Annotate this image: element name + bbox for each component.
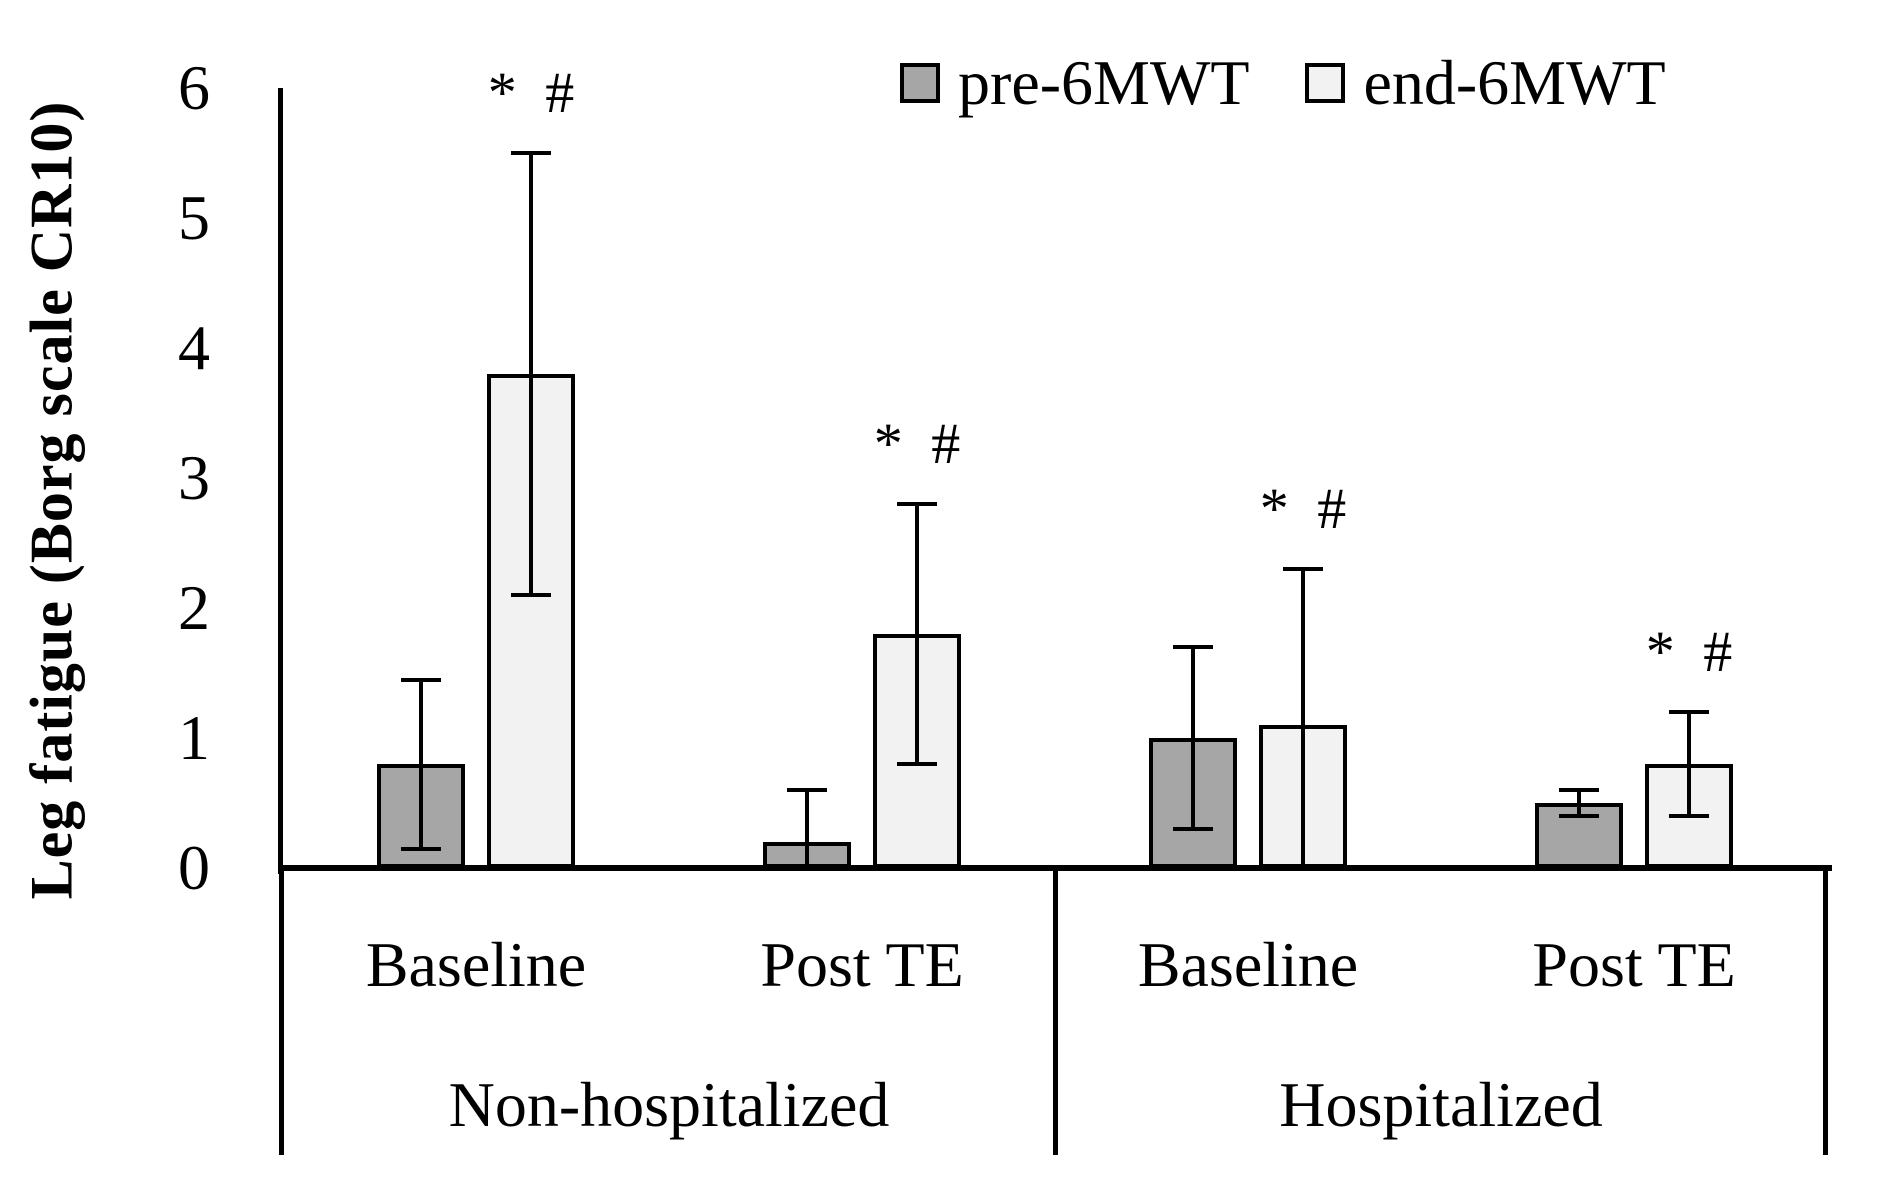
legend-swatch-end-6mwt — [1305, 63, 1346, 103]
x-group-label-0: Non-hospitalized — [448, 1069, 890, 1140]
x-category-label-2: Baseline — [1137, 929, 1359, 1000]
error-bar-line-end-6MWT-group1 — [915, 504, 919, 764]
y-axis-tick-label: 5 — [178, 182, 210, 253]
legend-swatch-pre-6mwt — [900, 63, 940, 103]
y-axis-line — [278, 88, 283, 874]
y-axis-tick-label: 6 — [178, 52, 210, 123]
error-bar-cap-top-pre-6MWT-group2 — [1173, 645, 1213, 649]
error-bar-cap-top-end-6MWT-group0 — [511, 151, 551, 155]
error-bar-cap-top-end-6MWT-group1 — [897, 502, 937, 506]
error-bar-cap-top-end-6MWT-group2 — [1283, 567, 1323, 571]
category-box-right-border — [1823, 868, 1828, 1155]
error-bar-cap-top-end-6MWT-group3 — [1669, 710, 1709, 714]
error-bar-cap-top-pre-6MWT-group1 — [787, 788, 827, 792]
legend-item-end-6mwt: end-6MWT — [1305, 47, 1666, 118]
error-bar-cap-bottom-pre-6MWT-group0 — [401, 846, 441, 851]
error-bar-line-end-6MWT-group0 — [529, 153, 533, 595]
error-bar-cap-bottom-end-6MWT-group3 — [1669, 814, 1709, 818]
error-bar-line-end-6MWT-group3 — [1687, 712, 1691, 816]
error-bar-line-pre-6MWT-group1 — [805, 790, 809, 868]
error-bar-cap-bottom-end-6MWT-group0 — [511, 593, 551, 597]
x-category-label-0: Baseline — [365, 929, 587, 1000]
category-box-group-divider — [1053, 868, 1058, 1155]
error-bar-cap-bottom-end-6MWT-group1 — [897, 762, 937, 766]
x-group-label-1: Hospitalized — [1279, 1069, 1603, 1140]
y-axis-tick-label: 2 — [178, 572, 210, 643]
category-box-left-border — [279, 868, 284, 1155]
error-bar-line-end-6MWT-group2 — [1301, 569, 1305, 868]
significance-annotation-group0: * # — [487, 60, 575, 125]
error-bar-cap-top-pre-6MWT-group3 — [1559, 788, 1599, 792]
y-axis-tick-label: 1 — [178, 702, 210, 773]
error-bar-line-pre-6MWT-group0 — [419, 679, 423, 849]
error-bar-cap-bottom-pre-6MWT-group3 — [1559, 814, 1599, 818]
error-bar-cap-top-pre-6MWT-group0 — [401, 677, 441, 682]
x-category-label-3: Post TE — [1532, 929, 1736, 1000]
error-bar-cap-bottom-pre-6MWT-group2 — [1173, 827, 1213, 831]
error-bar-line-pre-6MWT-group2 — [1191, 647, 1195, 829]
legend-label-end-6mwt: end-6MWT — [1363, 47, 1666, 118]
y-axis-tick-label: 3 — [178, 442, 210, 513]
error-bar-line-pre-6MWT-group3 — [1577, 790, 1581, 816]
significance-annotation-group1: * # — [873, 411, 961, 476]
chart-legend: pre-6MWT end-6MWT — [900, 48, 1666, 118]
significance-annotation-group3: * # — [1645, 619, 1733, 684]
legend-label-pre-6mwt: pre-6MWT — [958, 47, 1250, 118]
y-axis-tick-label: 4 — [178, 312, 210, 383]
y-axis-tick-label: 0 — [178, 832, 210, 903]
x-category-label-1: Post TE — [760, 929, 964, 1000]
legend-item-pre-6mwt: pre-6MWT — [900, 48, 1249, 118]
significance-annotation-group2: * # — [1259, 476, 1347, 541]
